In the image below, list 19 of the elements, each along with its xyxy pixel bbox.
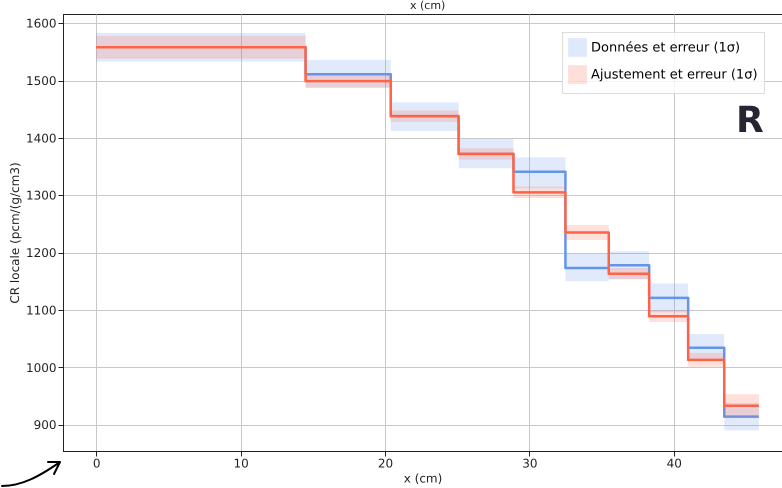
y-tick-label: 1500 [26, 74, 56, 88]
x-axis-title: x (cm) [404, 472, 442, 486]
y-axis-title: CR locale (pcm/(g/cm3) [8, 162, 22, 304]
x-tick-label: 30 [522, 456, 538, 470]
y-tick-label: 1300 [26, 188, 56, 203]
x-tick-label: 40 [666, 456, 682, 470]
legend-label: Données et erreur (1σ) [591, 40, 740, 56]
y-tick-label: 900 [34, 418, 56, 432]
y-tick-label: 1200 [26, 246, 56, 260]
y-tick-label: 1000 [26, 360, 56, 375]
text: x (cm) [410, 0, 446, 12]
x-tick-label: 10 [233, 456, 249, 470]
annotation: R [736, 100, 764, 141]
y-tick-label: 1400 [26, 131, 56, 146]
y-tick-label: 1100 [26, 303, 56, 318]
x-tick-label: 0 [92, 456, 101, 470]
legend-label: Ajustement et erreur (1σ) [591, 68, 758, 82]
y-tick-label: 1600 [26, 16, 56, 31]
x-tick-label: 20 [378, 456, 394, 470]
